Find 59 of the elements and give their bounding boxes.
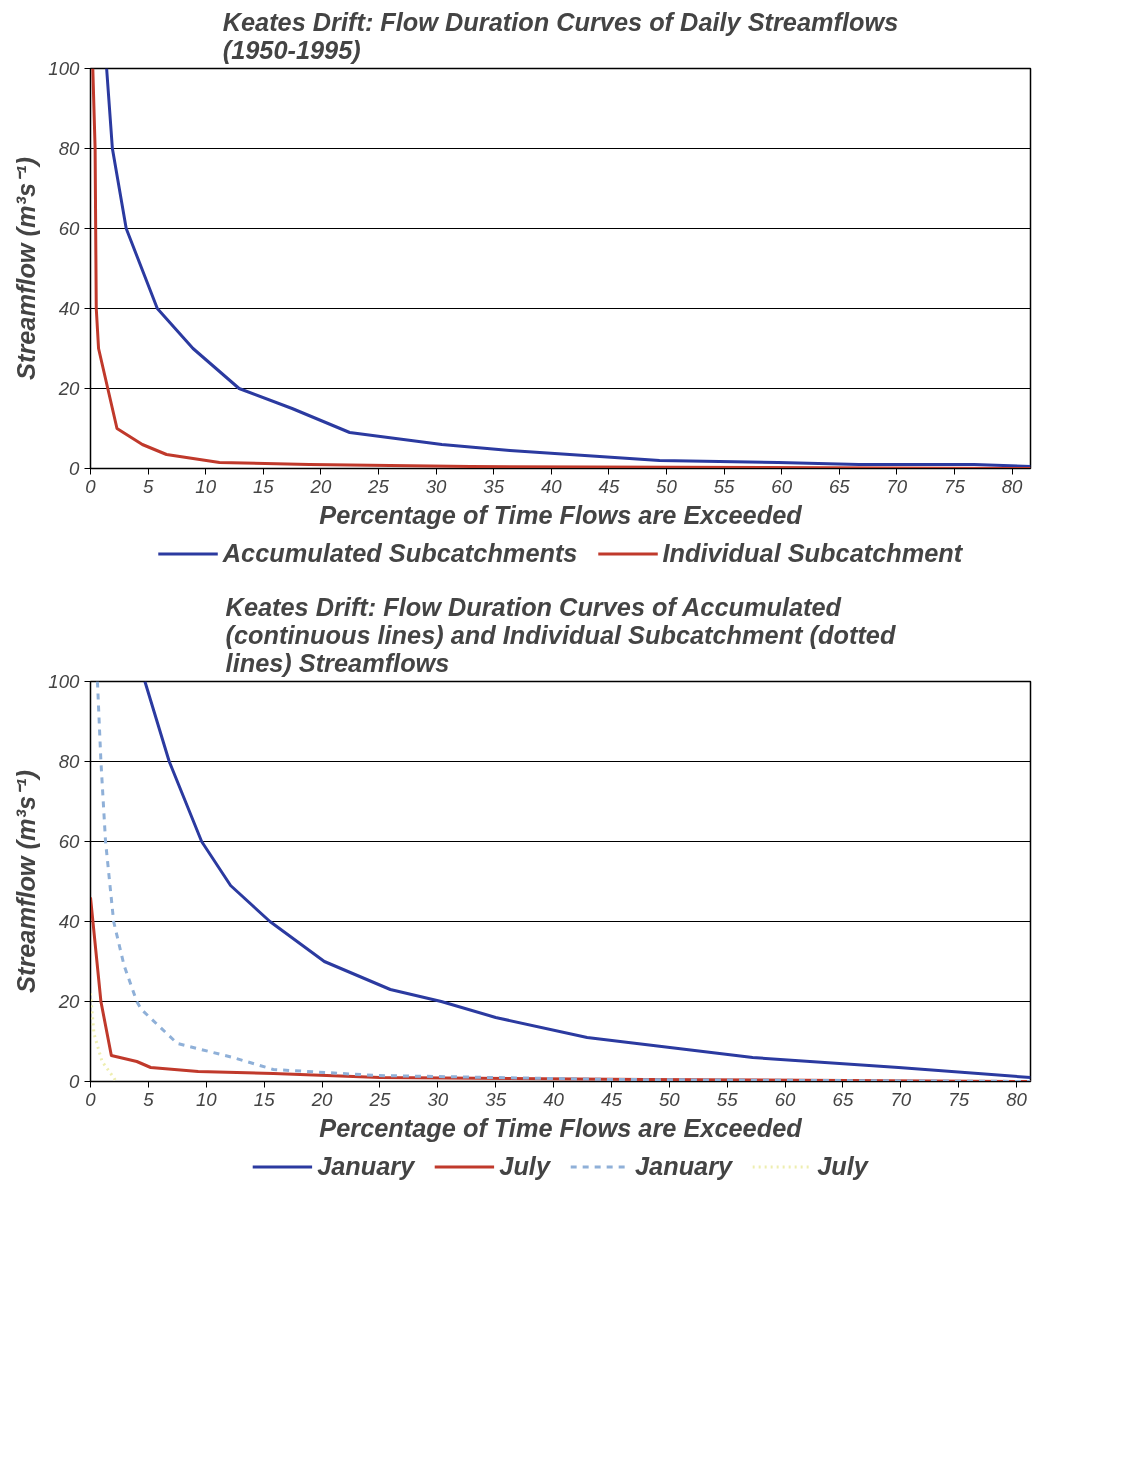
legend-label: July <box>817 1151 868 1181</box>
legend-label: Accumulated Subcatchments <box>222 538 578 568</box>
y-tick-label: 60 <box>58 831 81 852</box>
x-tick-label: 0 <box>85 1088 97 1110</box>
x-tick-label: 80 <box>1006 1088 1028 1110</box>
x-tick-label: 35 <box>485 1088 507 1110</box>
y-tick-label: 60 <box>58 218 81 239</box>
x-tick-label: 15 <box>253 1088 276 1110</box>
x-tick-label: 60 <box>774 1088 797 1110</box>
y-axis-title: Streamflow (m³s⁻¹) <box>12 157 41 380</box>
x-tick-label: 80 <box>1001 475 1024 497</box>
y-tick-label: 20 <box>57 991 81 1012</box>
x-tick-label: 30 <box>427 1088 449 1110</box>
x-tick-label: 60 <box>771 475 793 497</box>
y-tick-label: 40 <box>58 298 81 319</box>
x-tick-label: 25 <box>367 475 390 497</box>
legend-label: January <box>635 1151 733 1181</box>
x-tick-label: 35 <box>483 475 505 497</box>
x-tick-label: 50 <box>656 475 678 497</box>
x-tick-label: 5 <box>142 475 154 497</box>
y-tick-label: 100 <box>48 671 81 692</box>
x-tick-label: 20 <box>310 1088 334 1110</box>
x-tick-label: 75 <box>944 475 966 497</box>
x-axis-title: Percentage of Time Flows are Exceeded <box>319 500 803 529</box>
y-tick-label: 100 <box>48 58 81 79</box>
x-tick-label: 40 <box>540 475 563 497</box>
x-tick-label: 45 <box>601 1088 623 1110</box>
x-tick-label: 15 <box>252 475 275 497</box>
x-tick-label: 65 <box>828 475 851 497</box>
line-series <box>90 992 118 1082</box>
x-tick-label: 10 <box>195 475 217 497</box>
x-tick-label: 65 <box>832 1088 854 1110</box>
x-tick-label: 25 <box>368 1088 391 1110</box>
x-tick-label: 10 <box>195 1088 218 1110</box>
y-tick-label: 0 <box>69 1071 81 1092</box>
legend-label: July <box>499 1151 550 1181</box>
y-axis-title: Streamflow (m³s⁻¹) <box>12 770 41 993</box>
y-tick-label: 0 <box>69 458 81 479</box>
x-tick-label: 70 <box>886 475 908 497</box>
x-tick-label: 0 <box>85 475 97 497</box>
x-tick-label: 75 <box>948 1088 970 1110</box>
x-tick-label: 45 <box>598 475 620 497</box>
y-tick-label: 40 <box>58 911 81 932</box>
x-tick-label: 30 <box>425 475 448 497</box>
y-tick-label: 80 <box>58 138 81 159</box>
y-tick-label: 80 <box>58 751 81 772</box>
chart-title: Keates Drift: Flow Duration Curves of Accumulated (continuous lines) and Individual Subcatchment (dotted lines) Streamflows <box>225 592 896 677</box>
x-tick-label: 55 <box>716 1088 739 1110</box>
x-tick-label: 50 <box>658 1088 681 1110</box>
legend-label: Individual Subcatchment <box>662 538 963 568</box>
chart-title: Keates Drift: Flow Duration Curves of Daily Streamflows (1950-1995) <box>222 7 899 64</box>
x-tick-label: 5 <box>143 1088 155 1110</box>
x-tick-label: 20 <box>309 475 332 497</box>
x-tick-label: 55 <box>713 475 736 497</box>
legend-label: January <box>317 1151 415 1181</box>
x-axis-title: Percentage of Time Flows are Exceeded <box>319 1113 803 1142</box>
y-tick-label: 20 <box>57 378 81 399</box>
x-tick-label: 70 <box>890 1088 912 1110</box>
x-tick-label: 40 <box>543 1088 565 1110</box>
